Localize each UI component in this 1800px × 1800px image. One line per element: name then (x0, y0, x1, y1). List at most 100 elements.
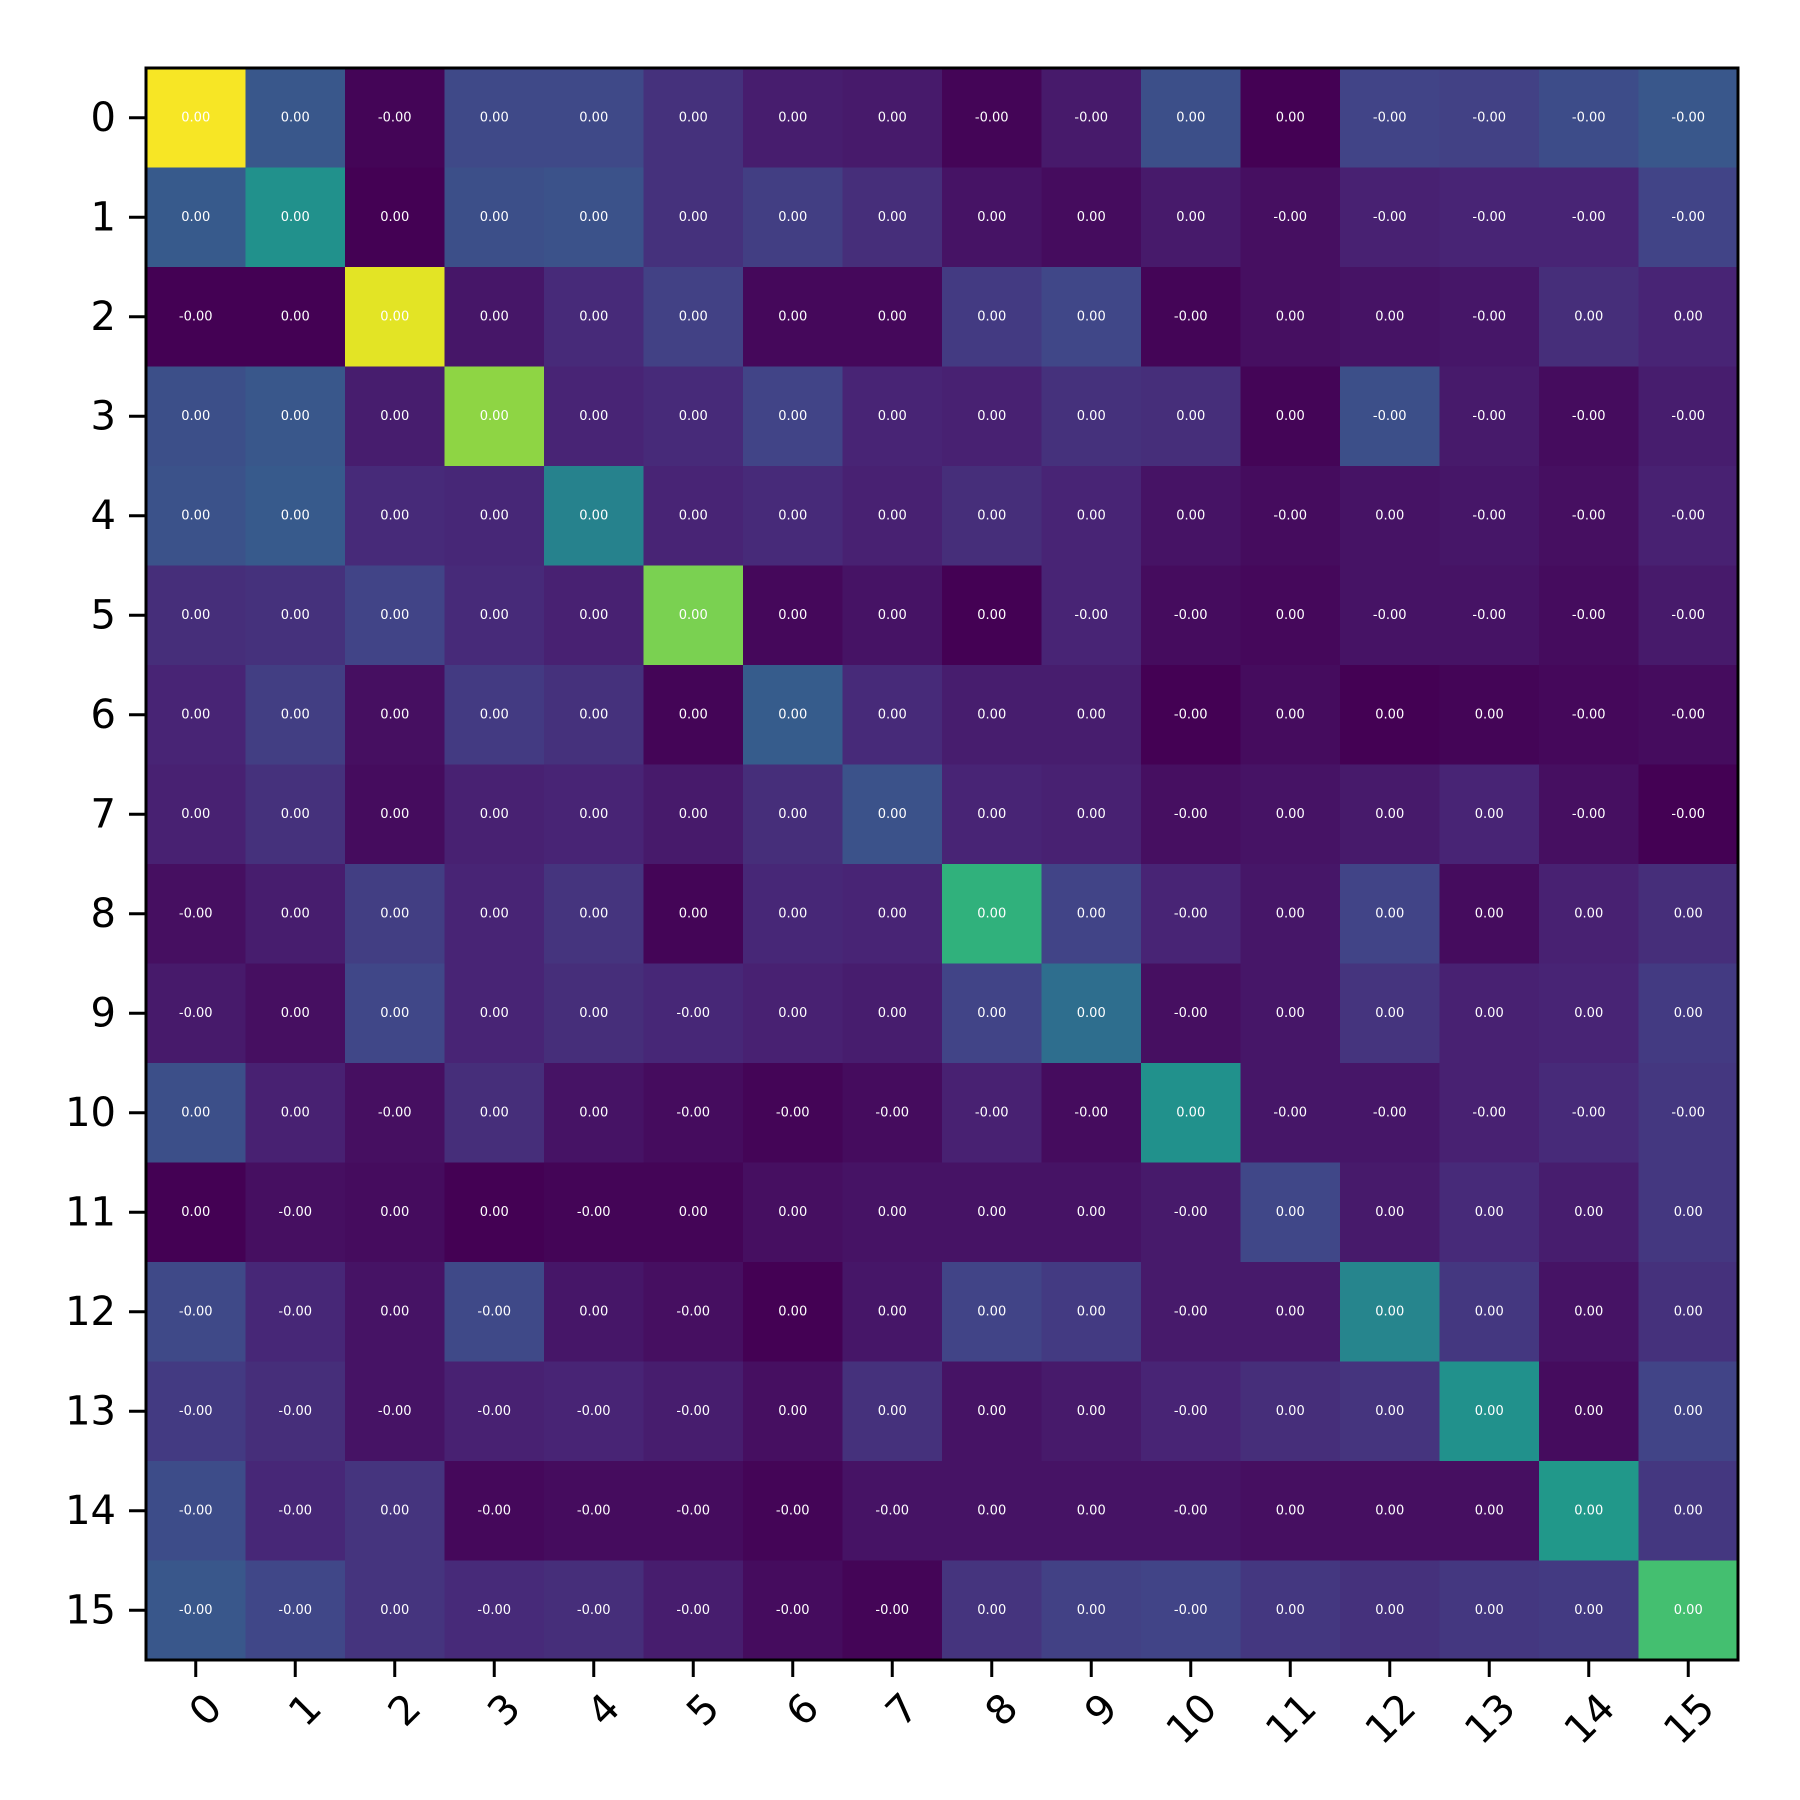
heatmap-cell (345, 665, 445, 765)
cell-value-label: -0.00 (1572, 807, 1606, 822)
cell-value-label: -0.00 (1472, 508, 1506, 523)
heatmap-cell (1439, 764, 1540, 865)
cell-value-label: 0.00 (281, 110, 310, 125)
cell-value-label: 0.00 (1375, 906, 1404, 921)
heatmap-cell (942, 764, 1042, 865)
cell-value-label: -0.00 (1572, 608, 1606, 623)
cell-value-label: -0.00 (1671, 508, 1705, 523)
cell-value-label: 0.00 (1375, 807, 1404, 822)
heatmap-cell (1638, 864, 1739, 964)
heatmap-cell (345, 68, 445, 168)
heatmap-cell (1638, 167, 1739, 268)
heatmap-cell (1141, 1560, 1241, 1661)
heatmap-cell (643, 68, 744, 168)
heatmap-cell (544, 963, 644, 1064)
cell-value-label: -0.00 (577, 1503, 611, 1518)
cell-value-label: -0.00 (577, 1205, 611, 1220)
cell-value-label: 0.00 (1574, 1503, 1603, 1518)
cell-value-label: 0.00 (181, 807, 210, 822)
heatmap-cell (942, 1461, 1042, 1561)
cell-value-label: 0.00 (1375, 1205, 1404, 1220)
cell-value-label: 0.00 (1674, 309, 1703, 324)
cell-value-label: 0.00 (181, 1105, 210, 1120)
heatmap-cell (245, 1361, 346, 1462)
heatmap-cell (345, 1461, 445, 1561)
cell-value-label: 0.00 (1475, 707, 1504, 722)
heatmap-cell (942, 366, 1042, 467)
cell-value-label: -0.00 (676, 1006, 710, 1021)
cell-value-label: 0.00 (380, 409, 409, 424)
y-tick-label: 13 (65, 1388, 116, 1434)
heatmap-cell (544, 764, 644, 865)
cell-value-label: 0.00 (1077, 508, 1106, 523)
heatmap-cell (1439, 864, 1540, 964)
cell-value-label: -0.00 (1174, 1404, 1208, 1419)
cell-value-label: 0.00 (281, 1006, 310, 1021)
heatmap-cell (1439, 68, 1540, 168)
heatmap-cell (1638, 1262, 1739, 1362)
heatmap-cell (1439, 1361, 1540, 1462)
cell-value-label: -0.00 (1671, 110, 1705, 125)
heatmap-cell (1141, 1262, 1241, 1362)
cell-value-label: 0.00 (579, 508, 608, 523)
heatmap-cell (643, 267, 744, 367)
heatmap-cell (1340, 665, 1440, 765)
cell-value-label: 0.00 (1475, 906, 1504, 921)
cell-value-label: 0.00 (1276, 110, 1305, 125)
cell-value-label: 0.00 (1077, 906, 1106, 921)
heatmap-cell (1539, 267, 1639, 367)
heatmap-cell (842, 167, 943, 268)
heatmap-cell (146, 1162, 246, 1263)
heatmap-cell (1539, 1162, 1639, 1263)
heatmap-cell (1340, 1262, 1440, 1362)
heatmap-cell (743, 68, 843, 168)
heatmap-cell (1240, 68, 1341, 168)
cell-value-label: 0.00 (579, 1105, 608, 1120)
y-tick-label: 3 (91, 393, 116, 439)
cell-value-label: -0.00 (1174, 309, 1208, 324)
cell-value-label: 0.00 (679, 906, 708, 921)
heatmap-cell (643, 1560, 744, 1661)
heatmap-cell (146, 963, 246, 1064)
heatmap-cell (1638, 565, 1739, 666)
cell-value-label: -0.00 (975, 1105, 1009, 1120)
cell-value-label: 0.00 (380, 1304, 409, 1319)
cell-value-label: -0.00 (1572, 210, 1606, 225)
heatmap-cell (245, 665, 346, 765)
heatmap-cell (245, 1461, 346, 1561)
heatmap-cell (245, 366, 346, 467)
heatmap-cell (1539, 366, 1639, 467)
heatmap-cell (1340, 366, 1440, 467)
cell-value-label: 0.00 (579, 1304, 608, 1319)
heatmap-cell (1041, 1262, 1142, 1362)
heatmap-cell (1141, 466, 1241, 566)
heatmap-cell (1041, 267, 1142, 367)
heatmap-cell (1141, 1162, 1241, 1263)
heatmap-cell (1638, 764, 1739, 865)
heatmap-cell (743, 764, 843, 865)
x-tick-label: 4 (579, 1685, 630, 1736)
cell-value-label: 0.00 (977, 1304, 1006, 1319)
cell-value-label: -0.00 (1174, 807, 1208, 822)
heatmap-cell (1638, 963, 1739, 1064)
heatmap-cell (643, 1063, 744, 1163)
heatmap-cell (245, 267, 346, 367)
heatmap-cell (146, 665, 246, 765)
heatmap-cell (544, 565, 644, 666)
cell-value-label: 0.00 (1574, 1603, 1603, 1618)
heatmap-cell (1340, 1162, 1440, 1263)
cell-value-label: 0.00 (878, 1006, 907, 1021)
cell-value-label: 0.00 (878, 608, 907, 623)
heatmap-cell (1141, 1361, 1241, 1462)
heatmap-cell (942, 1560, 1042, 1661)
heatmap-cell (146, 366, 246, 467)
cell-value-label: -0.00 (278, 1404, 312, 1419)
cell-value-label: 0.00 (977, 707, 1006, 722)
cell-value-label: 0.00 (878, 807, 907, 822)
heatmap-cell (1539, 167, 1639, 268)
cell-value-label: 0.00 (1077, 807, 1106, 822)
y-tick-label: 2 (91, 294, 116, 340)
cell-value-label: 0.00 (778, 110, 807, 125)
heatmap-cell (643, 167, 744, 268)
